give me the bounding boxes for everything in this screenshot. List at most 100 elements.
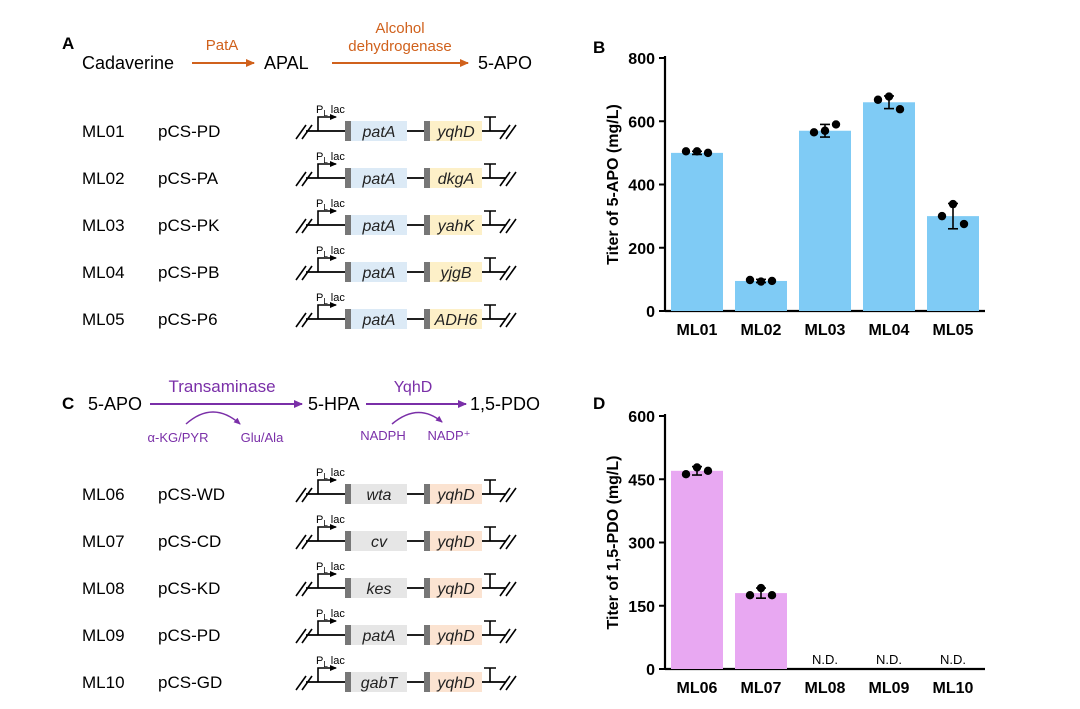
break-mark-left: [301, 265, 313, 281]
gene1-box: [351, 309, 407, 329]
promoter-label: PL lac: [316, 198, 345, 212]
terminator-icon: [484, 667, 496, 682]
x-tick-label: ML06: [677, 680, 718, 697]
promoter-arrow: [317, 571, 337, 588]
pathway-c-cosub-in: α-KG/PYR: [148, 430, 209, 445]
break-mark-left: [295, 487, 307, 503]
rbs-marker: [345, 121, 351, 141]
gene2-label: yqhD: [436, 628, 475, 645]
promoter-label: PL lac: [316, 245, 345, 259]
gene1-box: [351, 121, 407, 141]
rbs-marker: [424, 531, 430, 551]
x-tick-label: ML10: [933, 680, 974, 697]
gene2-box: [430, 672, 482, 692]
rbs-marker: [345, 168, 351, 188]
gene1-box: [351, 262, 407, 282]
x-tick-label: ML07: [741, 680, 782, 697]
rbs-marker: [424, 625, 430, 645]
break-mark-left: [301, 218, 313, 234]
gene1-label: patA: [362, 124, 396, 141]
data-point: [948, 199, 958, 209]
pathway-a-enzyme2-line2: dehydrogenase: [348, 38, 451, 55]
rbs-marker: [424, 484, 430, 504]
gene1-label: patA: [362, 218, 396, 235]
break-mark-left: [301, 312, 313, 328]
rbs-marker: [345, 484, 351, 504]
terminator-icon: [484, 526, 496, 541]
promoter-arrow: [317, 255, 337, 272]
strain-id: ML02: [82, 169, 125, 188]
rbs-marker: [424, 672, 430, 692]
construct-row: ML03 pCS-PK PL lac patA yahK: [82, 198, 517, 235]
break-mark-right: [499, 265, 511, 281]
gene1-label: wta: [367, 487, 392, 504]
data-point: [809, 128, 819, 137]
pathway-a-intermediate: APAL: [264, 53, 309, 73]
bar: [671, 152, 723, 311]
data-point: [703, 148, 713, 158]
pathway-a-enzyme1: PatA: [206, 37, 239, 54]
break-mark-left: [301, 171, 313, 187]
gene2-label: yqhD: [436, 534, 475, 551]
pathway-c-cofactor-in: NADPH: [360, 428, 406, 443]
plasmid-name: pCS-GD: [158, 673, 222, 692]
gene1-label: cv: [371, 534, 388, 551]
gene1-box: [351, 625, 407, 645]
constructs-c: ML06 pCS-WD PL lac wta yqhD ML07 pCS-CD PL lac cv y…: [82, 467, 517, 692]
x-tick-label: ML01: [677, 322, 718, 339]
pathway-c-cofactor-arc: [391, 411, 443, 425]
gene2-label: yjgB: [439, 265, 471, 282]
y-tick-label: 0: [646, 304, 655, 321]
strain-id: ML01: [82, 122, 125, 141]
break-mark-left: [295, 312, 307, 328]
plasmid-name: pCS-P6: [158, 310, 218, 329]
data-point: [884, 92, 894, 101]
promoter-arrow: [317, 477, 337, 494]
break-mark-left: [301, 628, 313, 644]
plasmid-name: pCS-PB: [158, 263, 219, 282]
gene2-box: [430, 215, 482, 235]
plasmid-name: pCS-PD: [158, 122, 220, 141]
data-point: [873, 95, 883, 104]
construct-row: ML09 pCS-PD PL lac patA yqhD: [82, 608, 517, 645]
construct-row: ML07 pCS-CD PL lac cv yqhD: [82, 514, 517, 551]
panel-d-letter: D: [593, 394, 605, 413]
promoter-arrow: [317, 208, 337, 225]
break-mark-right: [499, 534, 511, 550]
bar: [735, 280, 787, 311]
bar: [863, 102, 915, 312]
break-mark-left: [295, 534, 307, 550]
break-mark-right: [505, 487, 517, 503]
rbs-marker: [424, 121, 430, 141]
bar: [799, 130, 851, 311]
gene1-label: patA: [362, 171, 396, 188]
y-tick-label: 600: [628, 114, 655, 131]
construct-row: ML08 pCS-KD PL lac kes yqhD: [82, 561, 517, 598]
construct-row: ML01 pCS-PD PL lac patA yqhD: [82, 104, 517, 141]
gene2-label: dkgA: [438, 171, 474, 188]
promoter-label: PL lac: [316, 151, 345, 165]
y-axis-label: Titer of 5-APO (mg/L): [605, 104, 622, 265]
gene1-label: patA: [362, 312, 396, 329]
data-point: [767, 591, 777, 600]
terminator-icon: [484, 304, 496, 319]
promoter-label: PL lac: [316, 467, 345, 481]
chart-b: 0 200 400 600 800 Titer of 5-APO (mg/L) ML01 ML…: [605, 51, 985, 339]
gene2-box: [430, 578, 482, 598]
promoter-arrow: [317, 524, 337, 541]
pathway-c-cofactor-out: NADP⁺: [428, 428, 471, 443]
y-tick-label: 600: [628, 409, 655, 426]
rbs-marker: [424, 262, 430, 282]
gene2-label: yqhD: [436, 581, 475, 598]
gene1-label: kes: [367, 581, 392, 598]
break-mark-right: [505, 124, 517, 140]
promoter-label: PL lac: [316, 561, 345, 575]
break-mark-right: [499, 675, 511, 691]
terminator-icon: [484, 163, 496, 178]
promoter-arrow: [317, 161, 337, 178]
data-point: [745, 591, 755, 600]
pathway-c-cosub-arc: [185, 411, 241, 425]
promoter-arrow: [317, 618, 337, 635]
strain-id: ML10: [82, 673, 125, 692]
panel-d: D 0 150 300 450 600 Titer of 1,5-PDO (mg/L) ML…: [593, 394, 985, 697]
